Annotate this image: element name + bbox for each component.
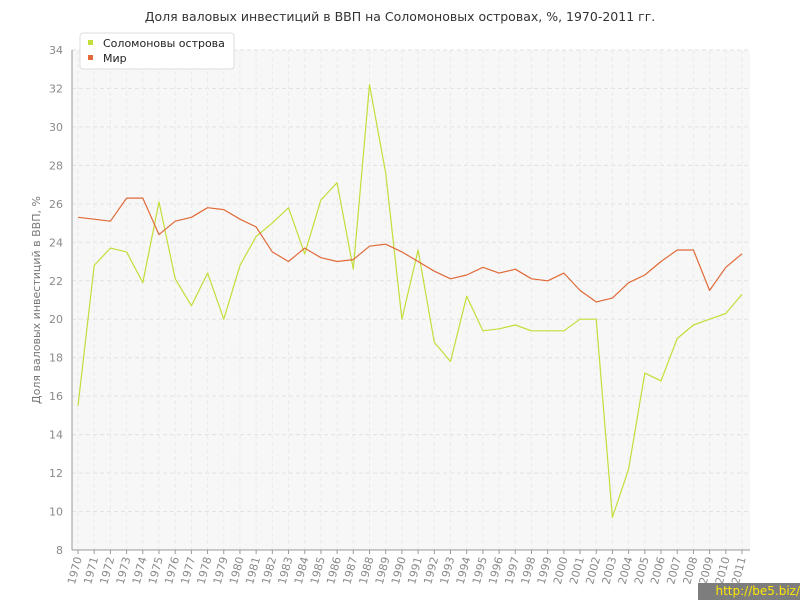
y-tick-label: 10 (49, 506, 63, 519)
plot-area (72, 50, 750, 550)
watermark-link[interactable]: http://be5.biz/ (698, 583, 800, 600)
legend-label-world: Мир (103, 52, 127, 65)
legend-swatch-solomon (88, 40, 93, 45)
y-tick-label: 32 (49, 82, 63, 95)
y-tick-label: 24 (49, 236, 63, 249)
chart-title: Доля валовых инвестиций в ВВП на Соломон… (144, 9, 656, 24)
y-tick-label: 30 (49, 121, 63, 134)
series-line-1 (77, 197, 743, 303)
series-layer (77, 83, 743, 518)
y-tick-label: 20 (49, 313, 63, 326)
y-tick-label: 18 (49, 352, 63, 365)
y-tick-label: 26 (49, 198, 63, 211)
legend: Соломоновы острова Мир (79, 32, 235, 70)
y-tick-label: 28 (49, 159, 63, 172)
legend-box (79, 32, 235, 70)
legend-swatch-world (88, 55, 93, 60)
series-line-0 (77, 83, 743, 518)
legend-label-solomon: Соломоновы острова (103, 37, 225, 50)
y-axis-label: Доля валовых инвестиций в ВВП, % (30, 196, 43, 404)
y-tick-label: 8 (56, 544, 63, 557)
y-tick-label: 22 (49, 275, 63, 288)
y-tick-label: 14 (49, 429, 63, 442)
y-tick-label: 12 (49, 467, 63, 480)
y-tick-label: 16 (49, 390, 63, 403)
y-tick-label: 34 (49, 44, 63, 57)
